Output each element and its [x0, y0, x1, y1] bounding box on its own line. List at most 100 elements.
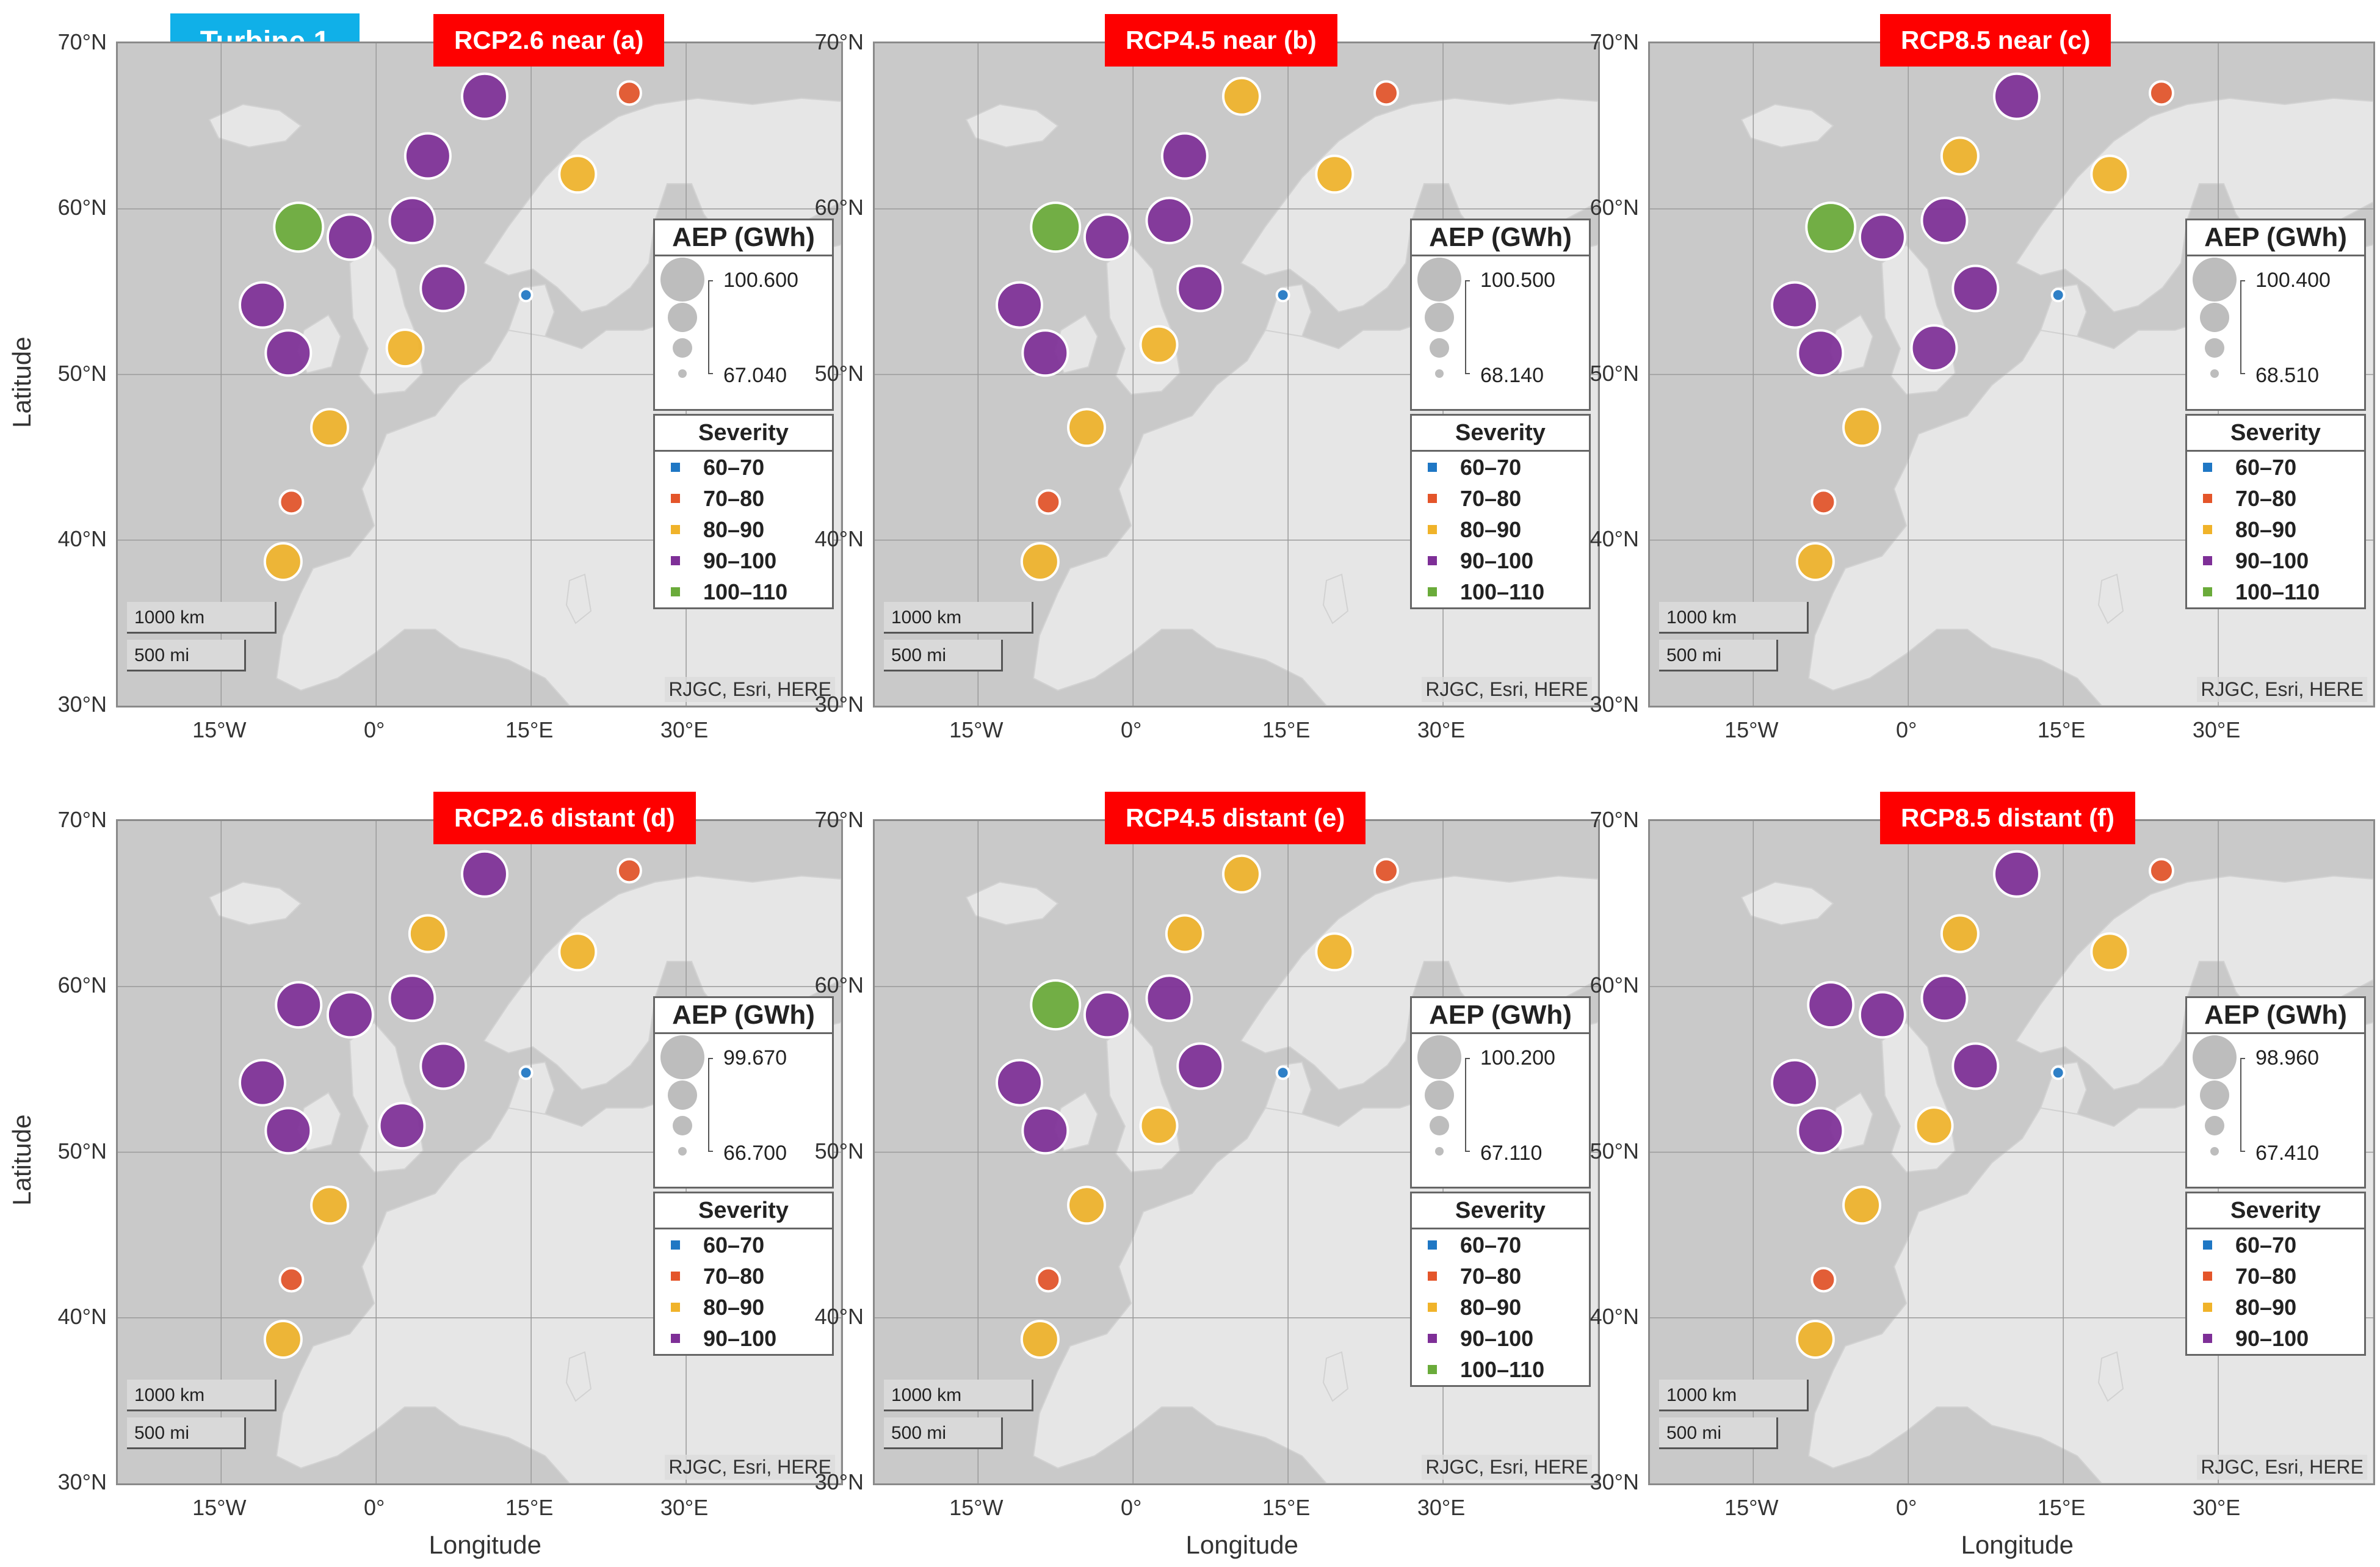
aep-size-circle	[668, 303, 697, 332]
site-marker-60-70	[518, 1065, 534, 1080]
aep-size-symbols	[2193, 258, 2245, 378]
site-marker-90-100	[388, 974, 436, 1022]
scale-mi-label: 500 mi	[1659, 1417, 1778, 1449]
site-marker-90-100	[1176, 264, 1224, 313]
site-marker-90-100	[1807, 981, 1855, 1029]
severity-swatch	[2203, 556, 2212, 565]
lat-tick-label: 40°N	[57, 526, 107, 551]
severity-legend: Severity 60–70 70–80 80–90 90–100 100–110	[2185, 414, 2366, 609]
aep-legend-title: AEP (GWh)	[2187, 220, 2364, 256]
lon-tick-label: 15°W	[192, 717, 247, 742]
aep-size-symbols	[1417, 1035, 1470, 1156]
site-marker-70-80	[616, 858, 642, 884]
severity-label: 100–110	[1460, 579, 1545, 604]
site-marker-90-100	[1951, 264, 2000, 313]
site-marker-90-100	[1771, 281, 1818, 329]
aep-size-circle	[2210, 369, 2219, 378]
severity-label: 70–80	[1460, 1263, 1522, 1289]
severity-label: 60–70	[2235, 1232, 2297, 1258]
site-marker-80-90	[310, 408, 350, 447]
site-marker-90-100	[1796, 329, 1845, 377]
severity-legend-item: 90–100	[1412, 1323, 1589, 1354]
severity-label: 60–70	[703, 454, 765, 480]
aep-size-circle	[2205, 1116, 2224, 1135]
site-marker-90-100	[1145, 197, 1193, 245]
site-marker-80-90	[1221, 854, 1261, 894]
site-marker-70-80	[616, 80, 642, 106]
site-marker-70-80	[2148, 80, 2174, 106]
x-axis-label: Longitude	[1185, 1530, 1299, 1559]
lat-tick-label: 60°N	[1590, 972, 1639, 998]
lat-tick-label: 30°N	[57, 1469, 107, 1494]
lat-tick-label: 60°N	[57, 972, 107, 998]
lat-tick-label: 50°N	[1590, 1138, 1639, 1163]
severity-legend-item: 90–100	[2187, 545, 2364, 576]
site-marker-80-90	[558, 932, 598, 972]
severity-label: 90–100	[2235, 1325, 2309, 1351]
panel-title: RCP4.5 near (b)	[1105, 14, 1337, 67]
aep-size-circle	[673, 338, 692, 358]
severity-swatch	[2203, 1240, 2212, 1250]
site-marker-90-100	[1920, 197, 1969, 245]
site-marker-90-100	[1858, 991, 1906, 1039]
site-marker-80-90	[1795, 542, 1835, 582]
site-marker-80-90	[1842, 408, 1882, 447]
aep-size-circle	[678, 369, 687, 378]
severity-swatch	[671, 525, 680, 534]
severity-legend-item: 70–80	[2187, 483, 2364, 514]
severity-legend-item: 60–70	[2187, 1229, 2364, 1261]
aep-size-circle	[1430, 338, 1449, 358]
severity-swatch	[1428, 1272, 1437, 1281]
aep-legend-title: AEP (GWh)	[1412, 998, 1589, 1034]
severity-swatch	[671, 1303, 680, 1312]
severity-label: 90–100	[2235, 548, 2309, 573]
land-shape	[965, 881, 1059, 926]
severity-label: 60–70	[2235, 454, 2297, 480]
lat-tick-label: 70°N	[57, 807, 107, 832]
severity-swatch	[1428, 1365, 1437, 1374]
aep-legend-title: AEP (GWh)	[655, 998, 832, 1034]
severity-swatch	[2203, 494, 2212, 503]
aep-size-circle	[2193, 258, 2237, 302]
scale-km-label: 1000 km	[884, 1380, 1033, 1411]
lon-tick-label: 15°W	[1724, 1495, 1779, 1520]
aep-min-value: 67.040	[723, 364, 787, 387]
severity-label: 80–90	[2235, 516, 2297, 542]
site-marker-90-100	[1083, 991, 1131, 1039]
severity-legend-item: 90–100	[2187, 1323, 2364, 1354]
aep-max-value: 100.600	[723, 269, 798, 292]
aep-legend-body: 100.500 68.140	[1412, 256, 1589, 409]
aep-size-symbols	[660, 1035, 713, 1156]
lat-tick-label: 40°N	[814, 1303, 864, 1329]
lon-tick-label: 15°E	[505, 1495, 554, 1520]
severity-label: 60–70	[1460, 1232, 1522, 1258]
severity-swatch	[671, 587, 680, 596]
severity-swatch	[2203, 1334, 2212, 1343]
aep-size-symbols	[2193, 1035, 2245, 1156]
site-marker-80-90	[1139, 1106, 1179, 1146]
aep-legend: AEP (GWh) 99.670 66.700	[653, 996, 834, 1189]
site-marker-90-100	[1920, 974, 1969, 1022]
lon-tick-label: 15°W	[949, 1495, 1004, 1520]
land-shape	[1322, 573, 1349, 624]
lat-tick-label: 60°N	[814, 195, 864, 220]
lon-tick-label: 0°	[1120, 1495, 1142, 1520]
severity-label: 80–90	[703, 1294, 765, 1320]
y-axis-label: Latitude	[7, 336, 36, 428]
lon-tick-label: 30°E	[2192, 717, 2241, 742]
aep-size-circle	[1417, 258, 1461, 302]
aep-legend-title: AEP (GWh)	[655, 220, 832, 256]
site-marker-80-90	[1067, 1185, 1107, 1225]
lat-tick-label: 40°N	[814, 526, 864, 551]
severity-swatch	[671, 1272, 680, 1281]
severity-swatch	[671, 1240, 680, 1250]
severity-swatch	[1428, 525, 1437, 534]
scale-mi-label: 500 mi	[884, 640, 1003, 671]
site-marker-90-100	[1021, 329, 1069, 377]
lat-tick-label: 60°N	[814, 972, 864, 998]
severity-legend: Severity 60–70 70–80 80–90 90–100 100–110	[1410, 414, 1591, 609]
site-marker-80-90	[1020, 542, 1060, 582]
lat-tick-label: 50°N	[57, 1138, 107, 1163]
site-marker-80-90	[310, 1185, 350, 1225]
aep-size-circle	[678, 1147, 687, 1156]
